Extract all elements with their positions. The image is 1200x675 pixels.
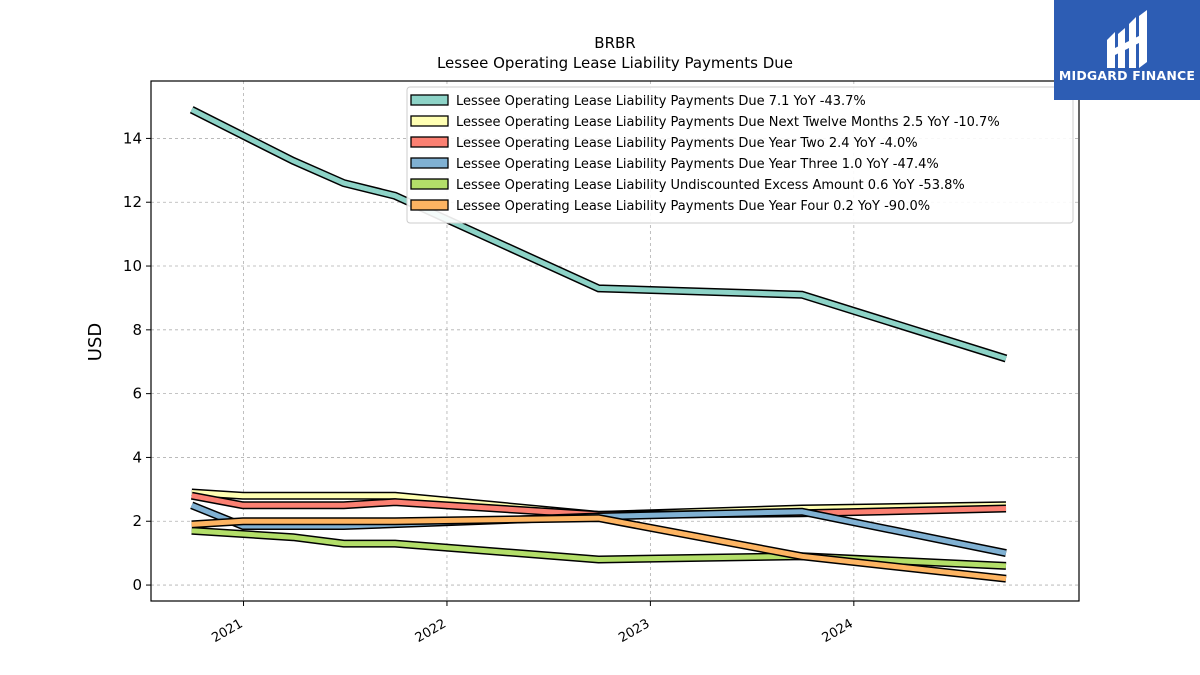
y-tick-label: 8	[132, 321, 142, 339]
x-tick-label: 2023	[616, 616, 652, 646]
y-tick-label: 4	[132, 448, 142, 466]
chart-subtitle: Lessee Operating Lease Liability Payment…	[437, 54, 793, 72]
series-line-1	[189, 106, 1008, 363]
legend-swatch	[410, 157, 449, 169]
legend-swatch	[410, 178, 449, 190]
y-tick-label: 0	[132, 576, 142, 594]
legend-swatch	[410, 136, 449, 148]
legend-item: Lessee Operating Lease Liability Payment…	[410, 199, 930, 214]
brand-badge: MIDGARD FINANCE	[1054, 0, 1200, 100]
legend-item: Lessee Operating Lease Liability Payment…	[410, 136, 918, 151]
y-tick-label: 14	[123, 129, 142, 147]
x-tick-label: 2021	[209, 616, 245, 646]
legend-label: Lessee Operating Lease Liability Payment…	[456, 136, 918, 151]
y-tick-label: 6	[132, 385, 142, 403]
legend-label: Lessee Operating Lease Liability Payment…	[456, 94, 866, 109]
series-lines	[189, 106, 1008, 583]
legend-box	[406, 86, 1074, 224]
chart-title: BRBR	[594, 34, 635, 52]
legend-swatch	[410, 94, 449, 106]
legend-item: Lessee Operating Lease Liability Payment…	[410, 115, 1000, 130]
legend-label: Lessee Operating Lease Liability Undisco…	[456, 178, 965, 193]
midgard-logo-icon	[1107, 10, 1147, 68]
series-line-5	[191, 526, 1007, 570]
legend-item: Lessee Operating Lease Liability Undisco…	[410, 178, 965, 193]
legend-item: Lessee Operating Lease Liability Payment…	[410, 157, 939, 172]
plot-frame	[150, 80, 1080, 602]
y-tick-label: 10	[123, 257, 142, 275]
series-line-stroke	[191, 515, 1007, 582]
y-axis-label: USD	[85, 323, 106, 361]
legend-label: Lessee Operating Lease Liability Payment…	[456, 157, 939, 172]
legend-swatch	[410, 199, 449, 211]
series-line-6	[191, 514, 1007, 583]
series-line-stroke	[190, 107, 1007, 361]
x-tick-label: 2024	[820, 616, 856, 646]
legend-label: Lessee Operating Lease Liability Payment…	[456, 199, 930, 214]
legend-item: Lessee Operating Lease Liability Payment…	[410, 94, 866, 109]
legend-swatch	[410, 115, 449, 127]
legend: Lessee Operating Lease Liability Payment…	[406, 86, 1074, 224]
y-tick-label: 2	[132, 512, 142, 530]
y-tick-label: 12	[123, 193, 142, 211]
x-tick-label: 2022	[413, 616, 449, 646]
legend-label: Lessee Operating Lease Liability Payment…	[456, 115, 1000, 130]
brand-name: MIDGARD FINANCE	[1058, 68, 1196, 83]
